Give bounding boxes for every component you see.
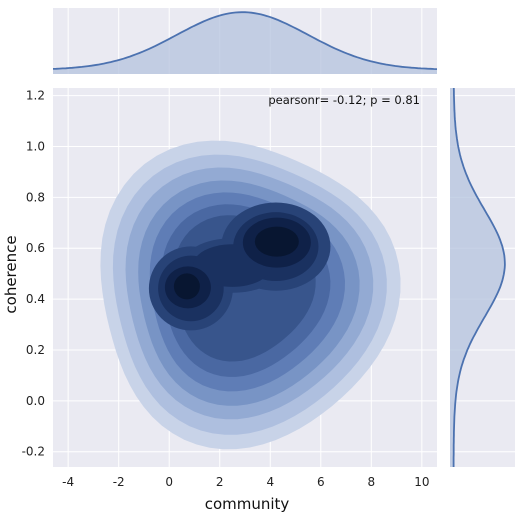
x-tick-label: 4 [266, 475, 274, 489]
top-marginal-density-fill [53, 12, 437, 74]
x-tick-label: 0 [165, 475, 173, 489]
x-tick-label: -2 [113, 475, 125, 489]
y-tick-label: 0.0 [26, 394, 45, 408]
x-tick-label: 6 [317, 475, 325, 489]
kde-peak-left [173, 273, 200, 300]
x-tick-label: 2 [216, 475, 224, 489]
y-axis-ticks: -0.2 0.0 0.2 0.4 0.6 0.8 1.0 1.2 [22, 89, 45, 459]
x-axis-ticks: -4 -2 0 2 4 6 8 10 [62, 475, 429, 489]
x-tick-label: 10 [414, 475, 429, 489]
main-plot-panel [53, 88, 437, 467]
top-marginal-panel [52, 8, 438, 74]
y-tick-label: -0.2 [22, 445, 45, 459]
right-marginal-density-line [452, 87, 506, 467]
x-tick-label: 8 [367, 475, 375, 489]
right-marginal-density-fill [450, 88, 505, 467]
kde-peak-right [254, 226, 299, 257]
y-tick-label: 1.2 [26, 89, 45, 103]
pearson-annotation: pearsonr= -0.12; p = 0.81 [268, 93, 420, 107]
y-tick-label: 0.6 [26, 241, 45, 255]
right-marginal-panel [450, 87, 515, 467]
y-tick-label: 0.8 [26, 190, 45, 204]
x-axis-label: community [205, 495, 290, 513]
y-axis-label: coherence [2, 235, 20, 313]
y-tick-label: 1.0 [26, 140, 45, 154]
kde-contour-fills [100, 140, 401, 450]
x-tick-label: -4 [62, 475, 74, 489]
y-tick-label: 0.2 [26, 343, 45, 357]
y-tick-label: 0.4 [26, 292, 45, 306]
top-marginal-density-line [52, 11, 438, 70]
